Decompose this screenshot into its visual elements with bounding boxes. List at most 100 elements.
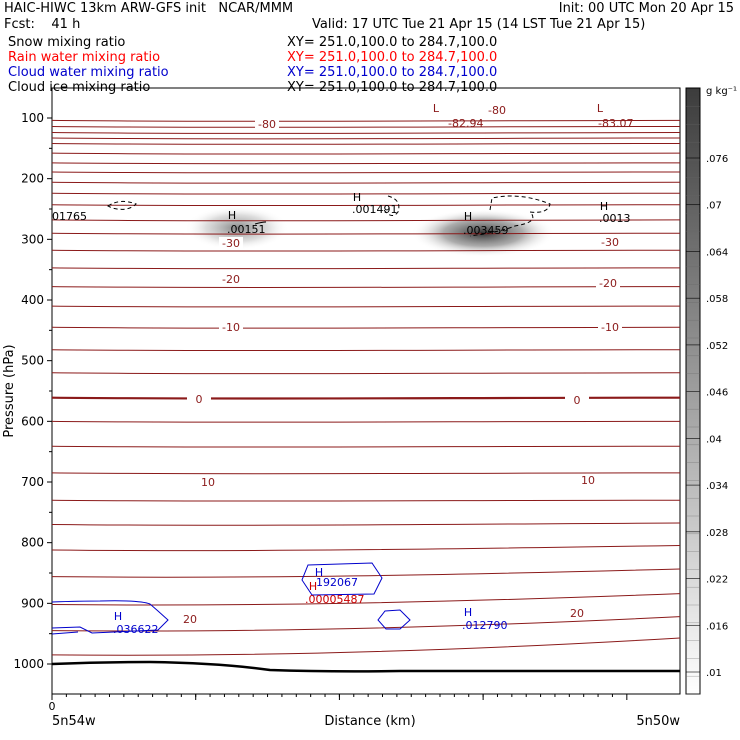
isotherm-line [51,522,681,526]
isotherm-label: -10 [601,321,619,334]
isotherm-line [51,568,681,578]
x-end-label-left: 5n54w [52,714,96,729]
colorbar-tick-label: .064 [706,247,728,258]
isotherm-line [51,171,681,174]
distance-axis [51,694,628,700]
colorbar-tick-label: .016 [706,621,728,632]
y-tick-label: 700 [21,475,44,489]
y-tick-label: 800 [21,536,44,550]
colorbar-tick-label: .07 [706,201,722,212]
isotherm-line [51,499,681,502]
y-tick-label: 100 [21,111,44,125]
cloud-ice-contour-1 [107,200,137,210]
field-cloudwater-xy: XY= 251.0,100.0 to 284.7,100.0 [287,65,498,80]
colorbar-tick-label: .034 [706,481,728,492]
isotherm-line [51,326,681,329]
cloud-water-contour-4 [377,609,411,630]
extremum-value: 192067 [316,576,358,589]
extremum-value: .036622 [113,623,159,636]
header-line1-right: Init: 00 UTC Mon 20 Apr 15 [558,1,734,16]
field-rain-name: Rain water mixing ratio [8,50,161,65]
extremum-value: .001491 [352,203,398,216]
isotherm-line [51,204,681,207]
isotherm-line [51,305,681,308]
x-tick-zero: 0 [49,700,56,713]
y-axis-label: Pressure (hPa) [2,344,17,437]
x-end-label-right: 5n50w [636,714,680,729]
mixing-ratio-contours [51,195,680,673]
isotherm-line [51,637,681,656]
isotherm-line [51,125,681,128]
isotherm-line [51,249,681,252]
isotherm-line [51,152,681,155]
colorbar-tick-label: .052 [706,341,728,352]
contour-labels: -80 -80 -30 -30 -20 -20 -10 -10 0 0 10 10 20 20 L -82.9… [52,102,633,636]
extremum-marker: H [464,606,472,619]
extremum-marker: H [315,566,323,579]
isotherm-line [51,372,681,375]
y-tick-label: 400 [21,293,44,307]
contour-label-bg [196,476,220,488]
header-line2-right: Valid: 17 UTC Tue 21 Apr 15 (14 LST Tue … [312,17,646,32]
contour-label-bg [255,118,279,130]
y-tick-label: 600 [21,414,44,428]
isotherm-label: -30 [601,236,619,249]
colorbar-tick-label: .028 [706,528,728,539]
isotherm-label: 20 [183,613,197,626]
isotherm-line [51,267,681,270]
isotherm-line [51,544,681,552]
isotherm-label: -20 [222,273,240,286]
cloud-water-contour-2 [51,600,169,634]
contour-label-bg [219,273,243,285]
field-cloudwater-name: Cloud water mixing ratio [8,65,169,80]
colorbar-tick-label: .076 [706,154,728,165]
isotherm-line [51,349,681,352]
isotherm-label: 10 [581,474,595,487]
y-tick-label: 200 [21,172,44,186]
isotherm-line [51,192,681,195]
terrain-line [51,660,680,673]
x-axis-label: Distance (km) [324,714,415,729]
extremum-marker: H [228,209,236,222]
cloud-ice-contour-2 [383,195,400,216]
extremum-marker: L [433,102,440,115]
contour-label-bg [598,236,622,248]
isotherm-label: -10 [222,321,240,334]
contour-label-bg [178,613,202,625]
cloud-water-contour-1 [301,562,383,596]
field-snow-name: Snow mixing ratio [8,35,126,50]
isotherm-line [51,137,681,140]
header-line2-left: Fcst: 41 h [4,17,81,32]
snow-shading-1 [185,206,289,250]
colorbar-tick-label: .01 [706,668,722,679]
isotherm-label: 20 [570,607,584,620]
contour-label-bg [187,393,211,405]
isotherm-line [51,119,681,122]
extremum-value: .0013 [599,212,631,225]
extremum-value: -83.07 [598,117,633,130]
isotherm-line [51,219,681,222]
isotherm-line [51,162,681,165]
colorbar: .01 .016 .022 .028 .034 .04 .046 .052 .058 .064 .0… [685,87,728,695]
isotherm-contours [51,119,681,656]
cloud-ice-contour-4 [254,221,267,225]
isotherm-line [51,232,681,235]
contour-label-bg [576,474,600,486]
isotherm-line [51,132,681,134]
extremum-marker: H [600,200,608,213]
extremum-marker: H [353,191,361,204]
contour-label-bg [219,321,243,333]
contour-label-bg [596,277,620,289]
isotherm-label: -20 [599,277,617,290]
cloud-water-contour-3 [51,631,79,635]
contour-label-bg [565,607,589,619]
field-rain-xy: XY= 251.0,100.0 to 284.7,100.0 [287,50,498,65]
colorbar-fill [685,87,701,695]
extremum-value: .00005487 [305,593,365,606]
isotherm-label: 0 [574,394,581,407]
isotherm-line [51,593,681,606]
isotherm-line [51,445,681,448]
extremum-marker: H [309,580,317,593]
y-tick-label: 900 [21,596,44,610]
extremum-marker: H [464,210,472,223]
